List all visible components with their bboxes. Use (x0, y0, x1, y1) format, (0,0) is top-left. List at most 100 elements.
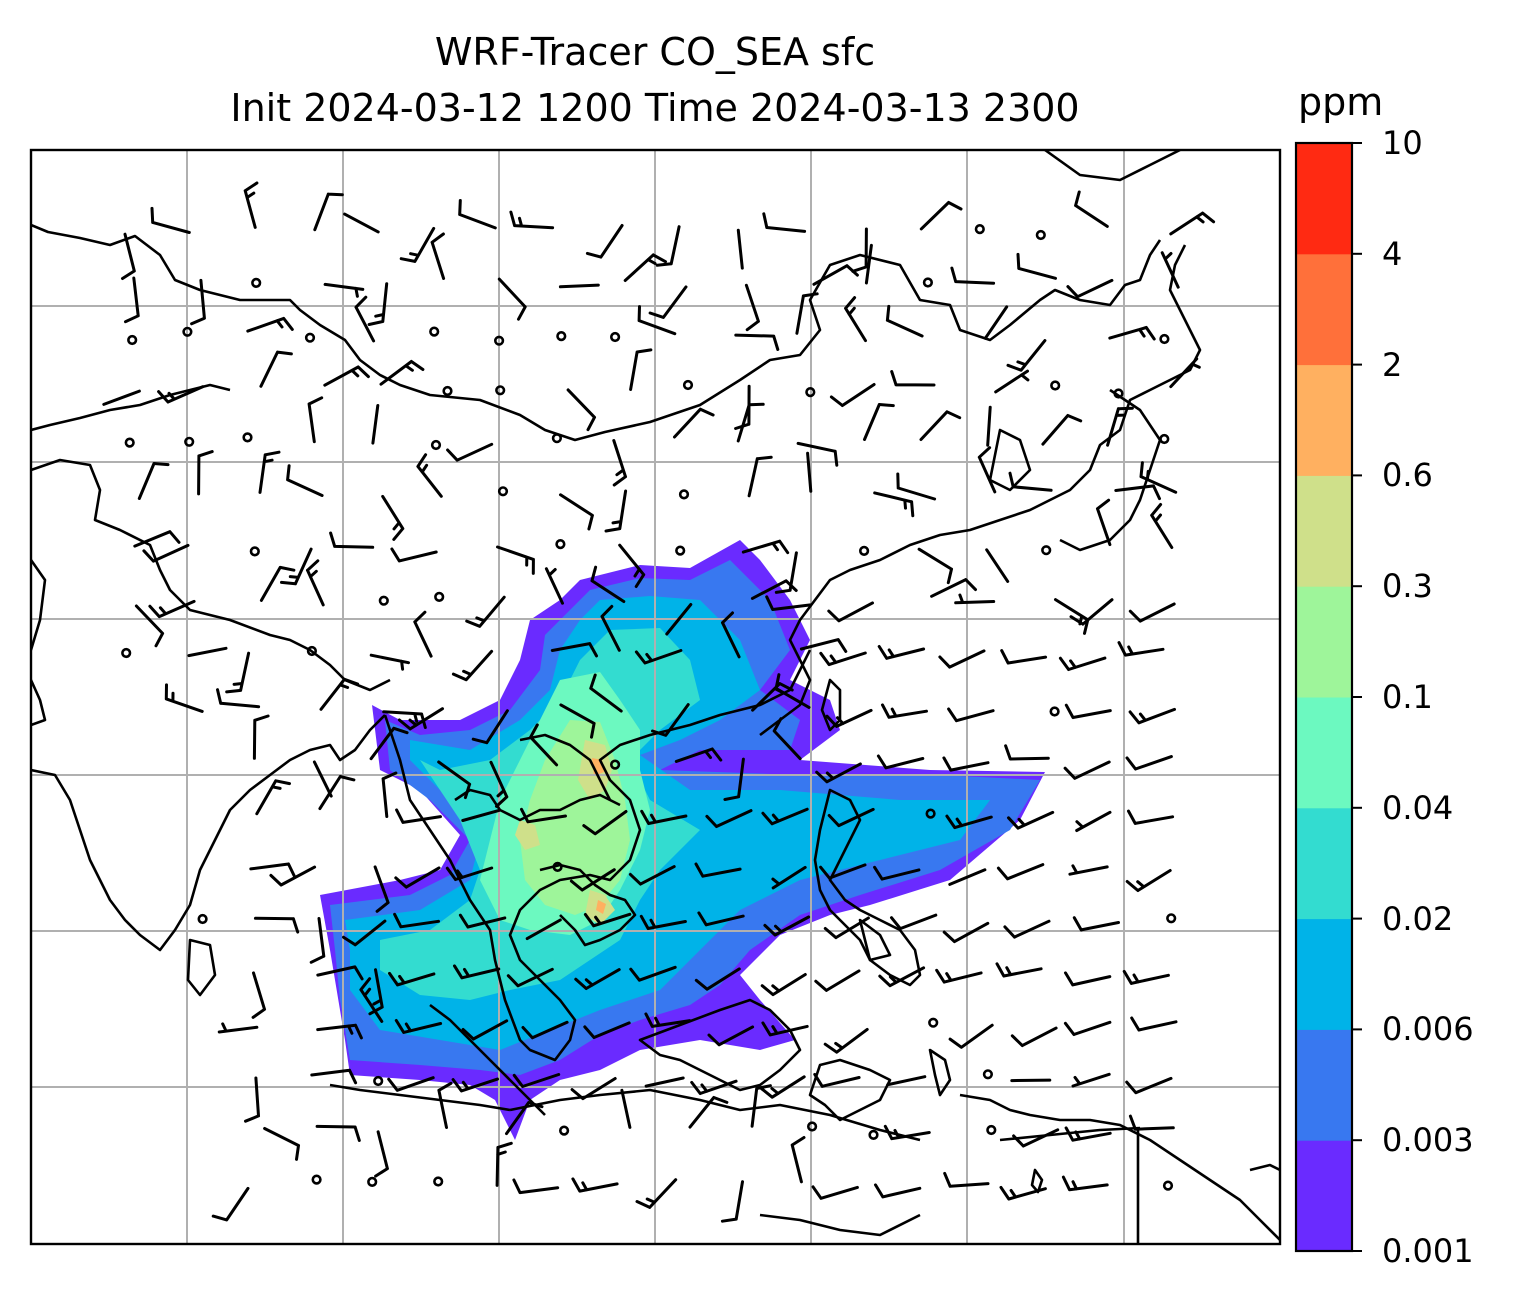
wind-barb (1128, 707, 1176, 725)
calm-marker (682, 379, 694, 391)
wind-barb (416, 453, 443, 498)
wind-barb (823, 916, 870, 940)
wind-barb (890, 913, 938, 931)
wind-barb (197, 450, 214, 496)
wind-barb (458, 913, 507, 929)
wind-barb (811, 1185, 859, 1200)
wind-barb (1128, 1114, 1175, 1131)
wind-barb (629, 965, 677, 982)
calm-marker (1159, 333, 1170, 345)
calm-marker (311, 1174, 322, 1185)
wind-barb (734, 333, 780, 351)
calm-marker (609, 331, 621, 343)
wind-barb (137, 462, 170, 500)
calm-marker (182, 326, 193, 337)
wind-barb (827, 601, 874, 623)
wind-barb (1068, 864, 1109, 876)
wind-barb (461, 808, 501, 822)
wind-barb (1063, 760, 1111, 780)
wind-barb (874, 1183, 922, 1199)
calm-marker (1035, 229, 1046, 241)
wind-barb (1004, 744, 1050, 761)
wind-barb (367, 282, 389, 326)
calm-marker (922, 277, 934, 288)
wind-barb (251, 971, 266, 1019)
colorbar-tick-label: 0.006 (1382, 1010, 1474, 1049)
wind-barb (763, 915, 811, 937)
wind-barb (750, 1084, 772, 1128)
wind-barb (844, 296, 867, 343)
wind-barb (796, 441, 839, 467)
wind-barb (373, 865, 390, 913)
wind-barb (890, 370, 936, 387)
wind-barb (795, 292, 819, 335)
wind-barb (938, 649, 986, 669)
wind-barb (1106, 406, 1134, 447)
wind-barb (369, 726, 409, 761)
wind-barb (864, 243, 873, 285)
wind-barb (813, 1072, 861, 1088)
wind-barb (640, 809, 688, 825)
wind-barb (259, 350, 293, 388)
wind-barb (121, 232, 136, 280)
wind-barb (648, 285, 688, 319)
wind-barb (318, 775, 356, 811)
wind-barb (394, 1019, 443, 1034)
wind-barb (506, 967, 554, 988)
calm-marker (442, 385, 453, 397)
tracer-level-7 (515, 740, 615, 925)
colorbar-bin-0.02-0.04 (1296, 807, 1352, 920)
wind-barb (585, 224, 624, 259)
wind-barb (258, 450, 281, 494)
wind-barb (589, 673, 623, 713)
wind-barb (771, 865, 807, 890)
wind-barb (1066, 278, 1114, 299)
calm-marker (433, 1176, 444, 1187)
wind-barb (323, 365, 370, 387)
calm-marker (986, 1124, 997, 1136)
wind-barb (819, 863, 867, 880)
colorbar-tick-label: 0.6 (1382, 456, 1433, 495)
calm-wind-markers (121, 224, 1177, 1191)
wind-barb (246, 316, 294, 333)
wind-barb (453, 964, 501, 980)
wind-barb (1125, 869, 1172, 892)
calm-marker (378, 595, 389, 606)
calm-marker (868, 1129, 879, 1140)
calm-marker (609, 759, 621, 770)
wind-barb (583, 912, 632, 928)
colorbar (1296, 142, 1362, 1252)
colorbar-tick-label: 0.04 (1382, 788, 1454, 827)
wind-barb (744, 283, 760, 332)
wind-barb (342, 919, 387, 947)
calm-marker (551, 433, 563, 444)
wind-barb (569, 868, 616, 892)
wind-barb (1041, 414, 1083, 446)
wind-barb (451, 1077, 499, 1093)
wind-barb (1016, 252, 1057, 280)
wind-barb (815, 762, 862, 784)
wind-barb (1169, 211, 1216, 236)
wind-barb (996, 863, 1045, 881)
wind-barb (774, 673, 811, 709)
wind-barb (369, 653, 410, 671)
wind-barb (896, 472, 937, 501)
wind-barb (244, 1076, 260, 1123)
calm-marker (197, 913, 208, 925)
wind-barb (387, 1076, 435, 1092)
wind-barb (1069, 598, 1114, 626)
wind-barb (280, 547, 313, 586)
colorbar-tick-label: 0.003 (1382, 1121, 1474, 1160)
wind-barb (995, 962, 1043, 978)
wind-barb (319, 677, 360, 711)
wind-barb (1096, 498, 1112, 547)
wind-barb (529, 723, 559, 767)
calm-marker (1041, 545, 1052, 556)
wind-barb (445, 866, 494, 881)
wind-barb (590, 565, 626, 603)
calm-marker (127, 334, 138, 346)
wind-barb (313, 192, 344, 232)
wind-barb (1128, 602, 1176, 623)
coastlines (31, 150, 1280, 1244)
calm-marker (494, 335, 505, 346)
